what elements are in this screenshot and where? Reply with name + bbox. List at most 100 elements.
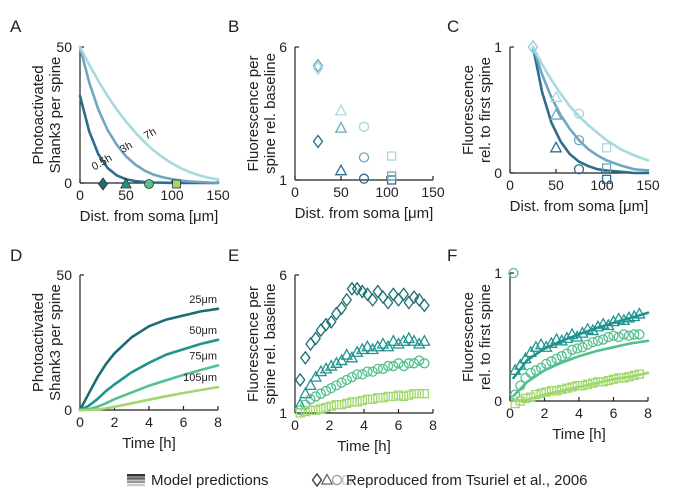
point-e-25μm xyxy=(408,289,420,305)
point-c-0.5h xyxy=(601,174,612,184)
y-tick-label-e: 1 xyxy=(279,405,287,421)
legend-data-marker xyxy=(320,473,334,485)
point-e-75μm xyxy=(315,388,327,399)
curve-d-75μm xyxy=(78,364,220,412)
x-tick-label-b: 100 xyxy=(375,184,399,200)
x-tick-label-a: 100 xyxy=(160,187,184,203)
point-f-105μm xyxy=(577,380,588,391)
point-e-105μm xyxy=(342,398,352,408)
x-tick-label-e: 2 xyxy=(326,417,334,433)
point-e-75μm xyxy=(408,358,420,369)
point-e-75μm xyxy=(382,360,394,372)
point-f-75μm xyxy=(566,344,578,355)
point-e-25μm xyxy=(341,292,353,307)
point-e-105μm xyxy=(352,397,362,407)
point-f-105μm xyxy=(593,377,603,387)
legend-model-swatch xyxy=(127,477,145,480)
point-e-75μm xyxy=(362,366,373,377)
point-f-105μm xyxy=(541,387,551,397)
point-e-75μm xyxy=(403,358,415,369)
point-f-105μm xyxy=(598,377,608,387)
point-e-50μm xyxy=(361,339,374,352)
curve-label-d: 75μm xyxy=(189,350,217,362)
point-f-105μm xyxy=(582,379,593,390)
point-f-105μm xyxy=(531,389,541,400)
point-f-105μm xyxy=(562,383,572,393)
point-f-75μm xyxy=(541,358,552,370)
point-e-50μm xyxy=(324,359,338,371)
point-f-75μm xyxy=(598,334,609,345)
x-axis-label-a: Dist. from soma [μm] xyxy=(80,208,219,225)
point-f-75μm xyxy=(582,339,593,350)
point-e-75μm xyxy=(341,374,352,386)
point-f-75μm xyxy=(592,335,604,346)
point-f-75μm xyxy=(608,330,619,341)
curve-d-25μm xyxy=(78,307,220,412)
point-e-25μm xyxy=(398,287,409,302)
point-f-105μm xyxy=(624,372,634,382)
point-f-75μm xyxy=(618,329,629,340)
x-tick-label-a: 150 xyxy=(206,187,230,203)
point-f-50μm xyxy=(586,323,600,336)
point-e-25μm xyxy=(351,281,363,296)
point-e-105μm xyxy=(316,404,326,414)
x-tick-label-f: 8 xyxy=(644,405,652,421)
y-axis-label-a: Shank3 per spine xyxy=(47,57,64,174)
marker-a-25 xyxy=(98,177,108,191)
point-e-105μm xyxy=(331,400,342,410)
point-f-50μm xyxy=(570,330,584,342)
point-f-50μm xyxy=(519,351,532,364)
point-c-3h xyxy=(549,108,563,120)
point-e-75μm xyxy=(419,358,430,369)
point-e-25μm xyxy=(294,372,306,387)
point-e-50μm xyxy=(340,348,354,360)
point-e-50μm xyxy=(381,339,395,352)
x-tick-label-f: 6 xyxy=(610,405,618,421)
legend-data-marker xyxy=(311,472,323,488)
x-tick-label-e: 0 xyxy=(291,417,299,433)
point-e-50μm xyxy=(330,356,343,368)
point-c-7h xyxy=(549,90,563,103)
point-f-105μm xyxy=(629,370,639,381)
curve-d-105μm xyxy=(78,385,220,412)
curve-label-a: 3h xyxy=(118,139,135,156)
point-e-75μm xyxy=(310,391,321,402)
point-f-75μm xyxy=(634,329,645,340)
curve-d-50μm xyxy=(78,338,220,412)
y-axis-label-e: spine rel. baseline xyxy=(262,284,279,405)
point-e-25μm xyxy=(413,292,425,307)
point-e-50μm xyxy=(345,350,359,363)
point-e-25μm xyxy=(310,331,322,346)
point-f-50μm xyxy=(539,340,553,352)
point-f-75μm xyxy=(530,365,542,376)
point-e-75μm xyxy=(346,371,358,383)
point-c-0.5h xyxy=(549,140,563,153)
x-tick-label-c: 150 xyxy=(636,177,660,193)
panel-label-a: A xyxy=(10,17,22,36)
y-axis-label-e: Fluorescence per xyxy=(245,286,262,402)
point-e-75μm xyxy=(414,355,425,366)
point-f-75μm xyxy=(587,336,598,348)
point-e-75μm xyxy=(336,377,347,388)
point-e-105μm xyxy=(300,406,311,417)
point-e-75μm xyxy=(305,394,316,405)
y-axis-label-d: Photoactivated xyxy=(30,293,47,392)
point-f-50μm xyxy=(617,313,631,326)
point-f-105μm xyxy=(515,396,525,406)
point-e-50μm xyxy=(402,331,416,344)
x-tick-label-a: 50 xyxy=(118,187,134,203)
point-e-105μm xyxy=(373,393,383,403)
point-f-105μm xyxy=(536,388,546,398)
x-tick-label-d: 6 xyxy=(180,414,188,430)
x-tick-label-c: 100 xyxy=(590,177,614,193)
point-e-105μm xyxy=(378,393,388,403)
x-tick-label-d: 2 xyxy=(111,414,119,430)
point-e-75μm xyxy=(351,369,363,380)
point-f-50μm xyxy=(534,337,548,350)
legend-model-swatch xyxy=(127,474,145,477)
point-c-7h xyxy=(527,39,539,55)
point-f-50μm xyxy=(565,327,579,340)
point-f-50μm xyxy=(560,331,574,343)
curve-label-a: 7h xyxy=(142,126,159,143)
point-b-3h xyxy=(386,171,397,181)
